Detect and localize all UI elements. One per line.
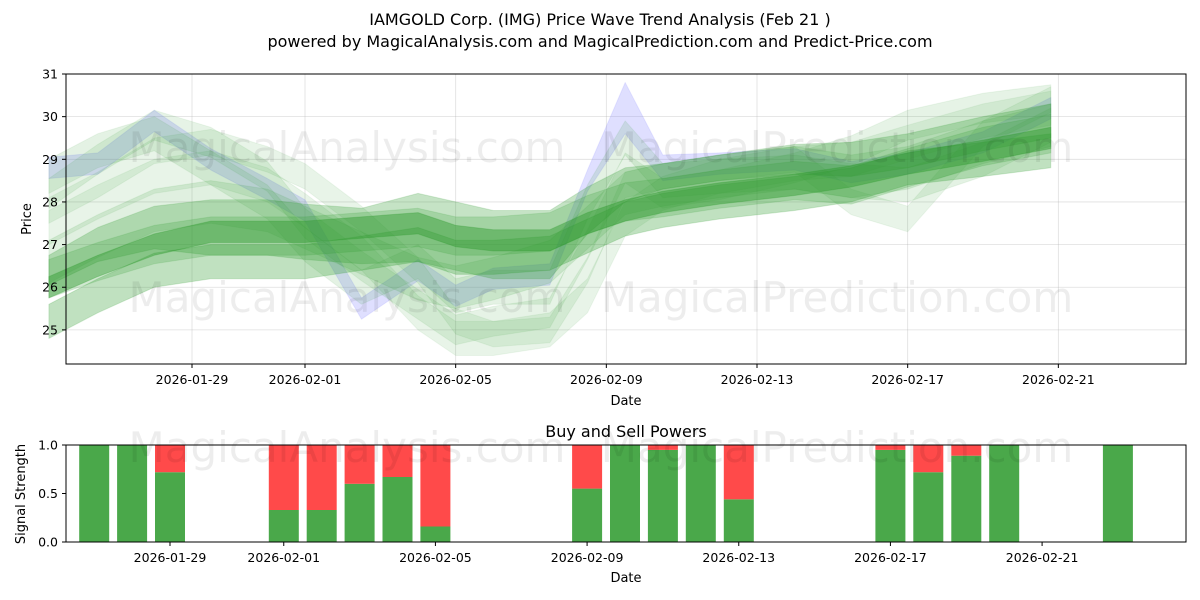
price-y-ticks: 25 26 27 28 29 30 31 bbox=[42, 67, 66, 337]
sell-bar bbox=[306, 445, 337, 510]
buy-bar bbox=[268, 510, 299, 542]
price-x-tick-label: 2026-02-05 bbox=[419, 372, 492, 387]
watermark-prediction-bottom: MagicalPrediction.com bbox=[601, 273, 1074, 322]
signal-watermarks: MagicalAnalysis.com MagicalPrediction.co… bbox=[129, 423, 1074, 472]
watermark-prediction-top: MagicalPrediction.com bbox=[601, 123, 1074, 172]
sell-bar bbox=[155, 445, 185, 473]
watermark-prediction-signal: MagicalPrediction.com bbox=[601, 423, 1074, 472]
price-y-tick-label: 30 bbox=[42, 109, 58, 124]
signal-x-ticks: 2026-01-29 2026-02-01 2026-02-05 2026-02-09… bbox=[134, 542, 1079, 565]
signal-x-tick-label: 2026-02-13 bbox=[702, 550, 775, 565]
price-wave-4-band bbox=[48, 86, 1052, 348]
price-x-tick-label: 2026-02-13 bbox=[721, 372, 794, 387]
buy-bar bbox=[685, 445, 716, 542]
price-wave-1-band bbox=[48, 82, 1052, 320]
signal-y-tick-label: 0.5 bbox=[38, 486, 58, 501]
buy-bar bbox=[344, 483, 375, 542]
signal-x-tick-label: 2026-02-05 bbox=[399, 550, 472, 565]
signal-x-tick-label: 2026-02-21 bbox=[1006, 550, 1079, 565]
buy-bar bbox=[989, 445, 1020, 542]
price-wave-2-band bbox=[48, 107, 1052, 314]
signal-x-tick-label: 2026-02-17 bbox=[854, 550, 927, 565]
sell-bar bbox=[951, 445, 982, 456]
price-wave-7-band bbox=[48, 103, 1052, 286]
buy-bar bbox=[382, 477, 413, 542]
price-axes-frame bbox=[65, 73, 1187, 365]
buy-bar bbox=[1102, 445, 1133, 542]
signal-title: Buy and Sell Powers bbox=[545, 422, 707, 441]
watermark-analysis-bottom: MagicalAnalysis.com bbox=[129, 273, 566, 322]
sell-bar bbox=[344, 445, 375, 484]
price-y-tick-label: 28 bbox=[42, 194, 58, 209]
watermark-analysis-signal: MagicalAnalysis.com bbox=[129, 423, 566, 472]
watermark-analysis-top: MagicalAnalysis.com bbox=[129, 123, 566, 172]
price-wave-8-band bbox=[48, 133, 1052, 339]
price-y-tick-label: 27 bbox=[42, 237, 58, 252]
price-y-tick-label: 29 bbox=[42, 152, 58, 167]
chart-title: IAMGOLD Corp. (IMG) Price Wave Trend Ana… bbox=[369, 10, 830, 29]
buy-bar bbox=[306, 510, 337, 542]
price-x-tick-label: 2026-01-29 bbox=[156, 372, 229, 387]
buy-bar bbox=[572, 488, 603, 542]
price-x-tick-label: 2026-02-01 bbox=[269, 372, 342, 387]
signal-bars bbox=[79, 445, 1133, 542]
price-wave-3-band bbox=[48, 84, 1052, 346]
price-wave-9-band bbox=[48, 126, 1052, 299]
sell-bar bbox=[268, 445, 299, 510]
buy-bar bbox=[79, 445, 110, 542]
price-waves bbox=[48, 82, 1052, 356]
price-y-tick-label: 25 bbox=[42, 322, 58, 337]
price-x-ticks: 2026-01-29 2026-02-01 2026-02-05 2026-02-09… bbox=[156, 364, 1095, 387]
sell-bar bbox=[913, 445, 944, 473]
chart-subtitle: powered by MagicalAnalysis.com and Magic… bbox=[267, 32, 932, 51]
price-wave-6-band bbox=[48, 103, 1052, 310]
sell-bar bbox=[420, 445, 451, 527]
price-x-tick-label: 2026-02-09 bbox=[570, 372, 643, 387]
buy-bar bbox=[723, 499, 754, 542]
buy-bar bbox=[913, 472, 944, 542]
signal-y-ticks: 0.0 0.5 1.0 bbox=[38, 438, 66, 550]
signal-y-label: Signal Strength bbox=[14, 444, 29, 544]
price-wave-5-band bbox=[48, 90, 1052, 356]
buy-bar bbox=[420, 526, 451, 542]
signal-x-label: Date bbox=[610, 571, 641, 586]
price-y-label: Price bbox=[20, 203, 35, 235]
buy-bar bbox=[117, 445, 148, 542]
signal-x-tick-label: 2026-02-01 bbox=[247, 550, 320, 565]
signal-x-tick-label: 2026-01-29 bbox=[134, 550, 207, 565]
price-x-tick-label: 2026-02-21 bbox=[1022, 372, 1095, 387]
price-x-tick-label: 2026-02-17 bbox=[871, 372, 944, 387]
price-watermarks: MagicalAnalysis.com MagicalPrediction.co… bbox=[129, 123, 1074, 322]
buy-bar bbox=[647, 449, 678, 542]
sell-bar bbox=[382, 445, 413, 477]
price-wave-10-band bbox=[48, 114, 1052, 299]
sell-bar bbox=[875, 445, 906, 450]
buy-bar bbox=[610, 445, 640, 542]
signal-y-tick-label: 1.0 bbox=[38, 438, 58, 453]
buy-bar bbox=[951, 455, 982, 542]
sell-bar bbox=[647, 445, 678, 450]
buy-bar bbox=[875, 449, 906, 542]
price-y-tick-label: 26 bbox=[42, 280, 58, 295]
price-y-tick-label: 31 bbox=[42, 67, 58, 82]
signal-x-tick-label: 2026-02-09 bbox=[551, 550, 624, 565]
price-x-label: Date bbox=[610, 394, 641, 409]
buy-bar bbox=[155, 472, 185, 542]
sell-bar bbox=[572, 445, 603, 489]
signal-y-tick-label: 0.0 bbox=[38, 535, 58, 550]
sell-bar bbox=[723, 445, 754, 500]
